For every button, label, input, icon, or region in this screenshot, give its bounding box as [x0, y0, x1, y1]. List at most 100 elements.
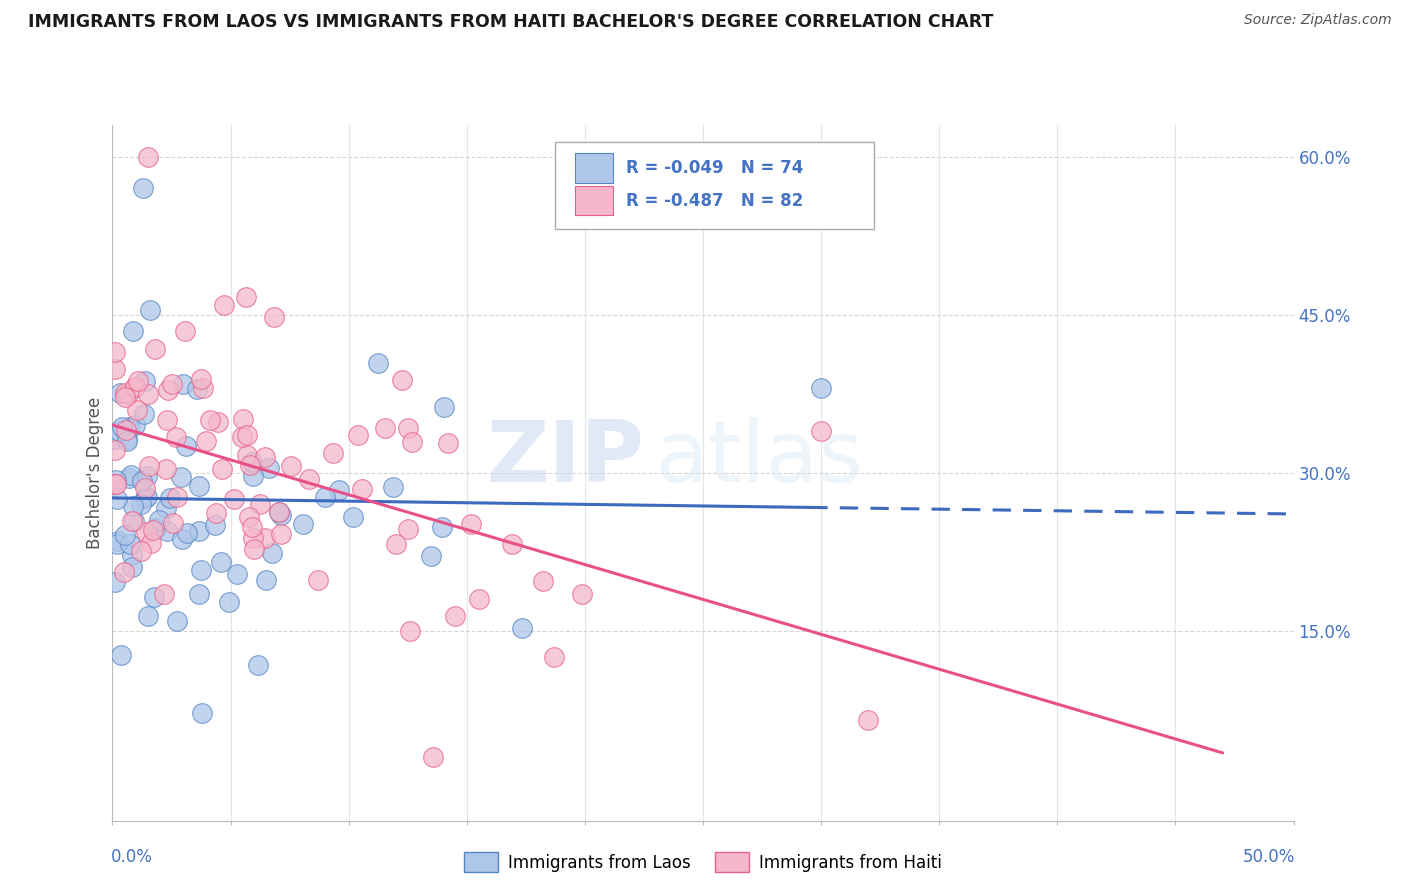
Point [157, 384, 180, 398]
Y-axis label: Bachelor's Degree: Bachelor's Degree [86, 397, 104, 549]
Point [322, 446, 344, 460]
Point [107, 534, 129, 549]
Point [200, 413, 222, 427]
Point [298, 472, 321, 486]
Point [350, 483, 373, 497]
Text: R = -0.049   N = 74: R = -0.049 N = 74 [626, 159, 804, 177]
Point [531, 574, 554, 588]
Point [510, 621, 533, 635]
Point [382, 480, 405, 494]
Point [135, 524, 157, 539]
Text: R = -0.487   N = 82: R = -0.487 N = 82 [626, 192, 803, 210]
Point [186, 383, 208, 397]
Point [231, 429, 253, 443]
Point [314, 490, 336, 504]
Point [129, 497, 152, 511]
Point [254, 573, 277, 587]
Point [188, 586, 211, 600]
Point [391, 373, 413, 387]
Point [396, 421, 419, 435]
Point [117, 387, 139, 401]
Point [108, 424, 131, 438]
Point [117, 471, 139, 485]
Point [104, 477, 127, 491]
Point [501, 537, 523, 551]
Point [235, 290, 257, 304]
Point [543, 649, 565, 664]
Point [162, 516, 184, 530]
Point [270, 526, 292, 541]
Point [166, 614, 188, 628]
Point [307, 573, 329, 587]
Point [190, 372, 212, 386]
Point [165, 430, 187, 444]
Point [204, 518, 226, 533]
Point [138, 303, 160, 318]
Point [342, 510, 364, 524]
Text: 50.0%: 50.0% [1243, 848, 1295, 866]
Point [122, 514, 145, 528]
Point [420, 549, 443, 563]
Text: ZIP: ZIP [486, 417, 644, 500]
Point [127, 374, 149, 388]
Point [121, 514, 143, 528]
Point [396, 522, 419, 536]
Bar [575, 153, 613, 183]
Point [141, 536, 163, 550]
Point [124, 380, 146, 394]
Point [170, 532, 193, 546]
Point [127, 402, 149, 417]
Point [176, 439, 198, 453]
Point [170, 470, 193, 484]
Point [148, 513, 170, 527]
Point [437, 435, 460, 450]
Point [155, 500, 177, 515]
Point [104, 344, 127, 359]
Point [104, 432, 127, 446]
Point [143, 590, 166, 604]
Point [236, 428, 259, 442]
Point [135, 469, 157, 483]
Point [159, 491, 181, 505]
Point [243, 542, 266, 557]
Point [263, 310, 285, 325]
Point [112, 565, 135, 579]
Point [122, 324, 145, 338]
Point [401, 435, 423, 450]
Point [347, 428, 370, 442]
Point [269, 505, 291, 519]
Point [240, 520, 263, 534]
Point [267, 505, 290, 519]
Point [422, 750, 444, 764]
Point [239, 458, 262, 472]
Point [432, 401, 454, 415]
Point [124, 417, 146, 432]
Point [108, 385, 131, 400]
Point [367, 356, 389, 370]
Point [240, 455, 263, 469]
Point [121, 548, 143, 562]
Point [114, 527, 136, 541]
Point [249, 497, 271, 511]
Point [398, 624, 420, 638]
Point [134, 481, 156, 495]
Point [187, 524, 209, 538]
Point [242, 532, 264, 546]
Point [571, 587, 593, 601]
Point [104, 574, 127, 589]
Point [194, 434, 217, 448]
Point [114, 385, 136, 400]
Point [236, 448, 259, 462]
Point [858, 714, 880, 728]
Point [105, 537, 128, 551]
Text: Source: ZipAtlas.com: Source: ZipAtlas.com [1244, 13, 1392, 28]
Point [156, 524, 179, 538]
Point [211, 462, 233, 476]
Point [460, 517, 482, 532]
FancyBboxPatch shape [555, 142, 875, 229]
Point [104, 443, 127, 458]
Point [328, 483, 350, 498]
Point [124, 380, 146, 394]
Point [270, 508, 292, 522]
Text: IMMIGRANTS FROM LAOS VS IMMIGRANTS FROM HAITI BACHELOR'S DEGREE CORRELATION CHAR: IMMIGRANTS FROM LAOS VS IMMIGRANTS FROM … [28, 13, 994, 31]
